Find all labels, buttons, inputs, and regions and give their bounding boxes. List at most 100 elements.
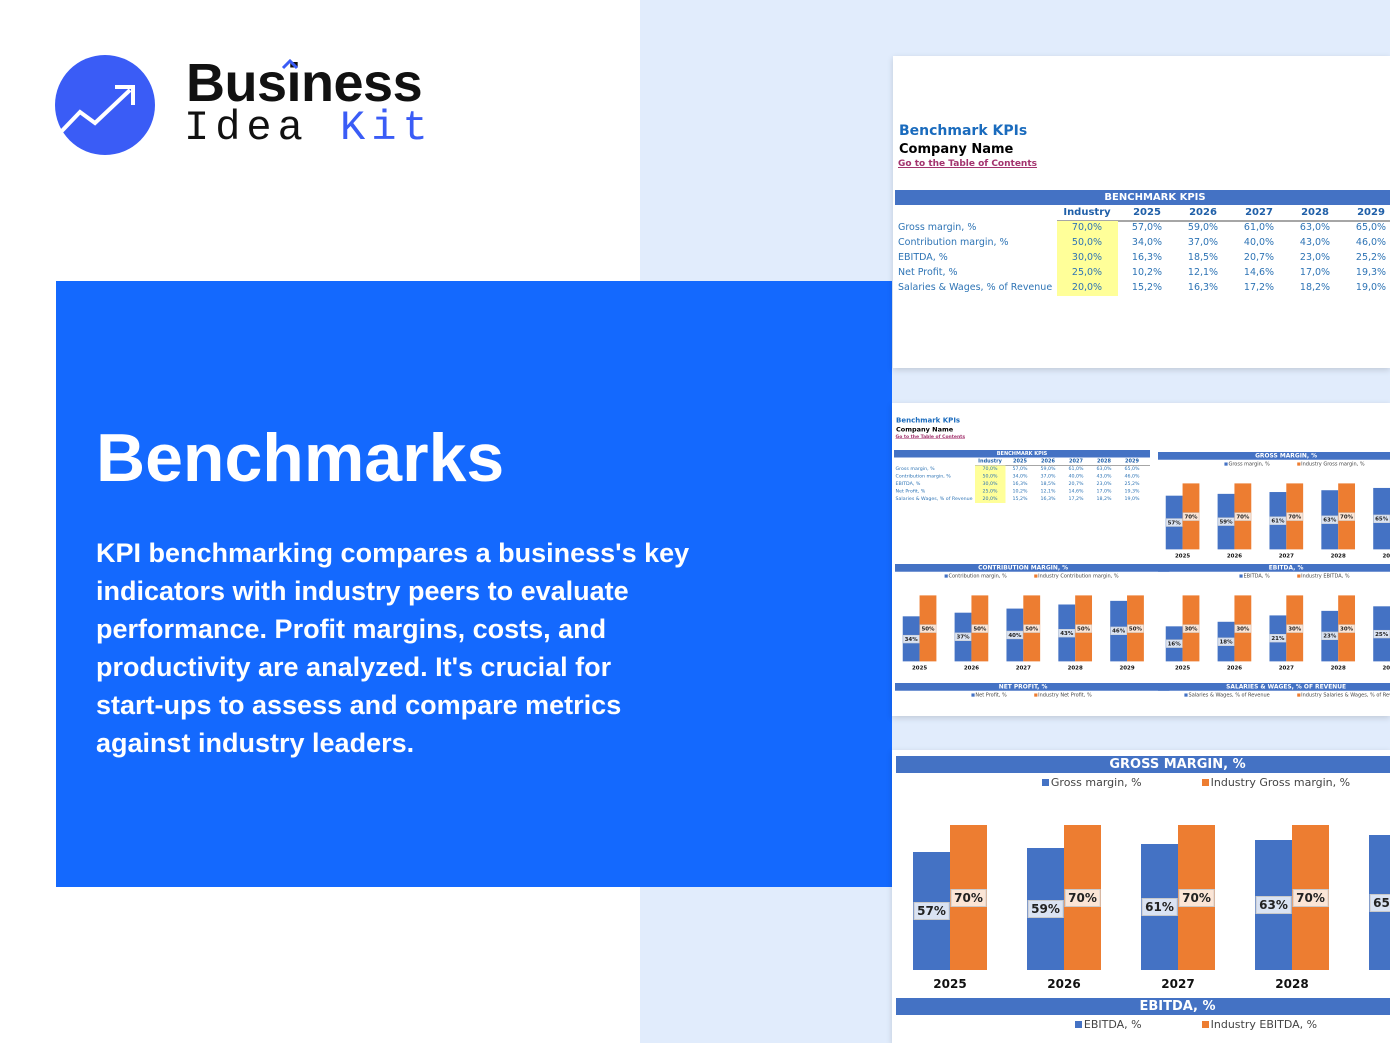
legend-label: Gross margin, %	[1228, 461, 1270, 468]
year-label: 2025	[933, 977, 967, 991]
table-cell: 18,5%	[1187, 252, 1219, 263]
data-label: 59%	[1217, 517, 1235, 526]
chart-title-bar: CONTRIBUTION MARGIN, %	[895, 564, 1170, 572]
table-cell: 46,0%	[1124, 473, 1140, 480]
data-label: 57%	[1165, 518, 1183, 527]
column-header: 2029	[1357, 207, 1385, 218]
chart-legend: Contribution margin, % Industry Contribut…	[895, 573, 1168, 579]
table-of-contents-link[interactable]: Go to the Table of Contents	[895, 434, 966, 440]
table-cell: 12,1%	[1040, 488, 1056, 495]
year-label: 2029	[1382, 552, 1390, 559]
legend-label: Industry Net Profit, %	[1038, 692, 1092, 699]
data-label: 21%	[1269, 634, 1287, 643]
legend-label: EBITDA, %	[1243, 573, 1270, 580]
legend-label: Contribution margin, %	[948, 573, 1007, 580]
hero-title: Benchmarks	[96, 420, 505, 496]
data-label: 23%	[1321, 631, 1339, 641]
table-cell: 19,0%	[1355, 282, 1387, 293]
legend-swatch-company	[944, 574, 948, 578]
year-label: 2025	[911, 664, 928, 671]
row-label: Net Profit, %	[895, 488, 926, 495]
year-label: 2026	[1226, 552, 1243, 559]
table-cell: 16,3%	[1040, 496, 1056, 502]
description-line: against industry leaders.	[96, 728, 415, 758]
legend-item: Industry Contribution margin, %	[1034, 573, 1119, 579]
company-name: Company Name	[899, 142, 1014, 157]
table-cell: 57,0%	[1012, 466, 1028, 472]
logo-word-business: Business	[186, 53, 423, 113]
legend-swatch-company	[1224, 462, 1228, 466]
legend-item: EBITDA, %	[1074, 1018, 1142, 1031]
table-cell: 17,2%	[1068, 496, 1084, 502]
column-header: 2026	[1041, 458, 1055, 465]
table-cell: 65,0%	[1355, 222, 1387, 233]
data-label: 63%	[1321, 515, 1339, 524]
legend-swatch-company	[1239, 574, 1243, 578]
column-header: 2025	[1133, 207, 1161, 218]
data-label: 50%	[919, 624, 937, 633]
legend-item: Industry Salaries & Wages, % of Revenue	[1297, 692, 1390, 698]
industry-highlight	[975, 488, 1006, 496]
table-cell: 40,0%	[1243, 237, 1275, 248]
data-label: 50%	[1023, 624, 1041, 633]
legend-label: Industry EBITDA, %	[1210, 1018, 1318, 1031]
year-label: 2027	[1278, 664, 1294, 671]
legend-item: Industry EBITDA, %	[1201, 1018, 1318, 1031]
industry-highlight	[975, 480, 1006, 488]
logo-caret-icon	[281, 58, 299, 70]
data-label: 50%	[971, 624, 989, 633]
table-cell: 10,2%	[1131, 267, 1163, 278]
table-cell: 59,0%	[1040, 466, 1056, 472]
legend-label: Industry Contribution margin, %	[1038, 573, 1119, 580]
column-header: Industry	[978, 458, 1002, 465]
table-cell: 70,0%	[982, 466, 998, 472]
row-label: EBITDA, %	[895, 481, 921, 487]
table-cell: 37,0%	[1040, 473, 1056, 480]
table-cell: 20,7%	[1243, 252, 1275, 263]
legend-label: Industry Gross margin, %	[1210, 776, 1351, 789]
legend-swatch-industry	[1297, 693, 1301, 697]
logo-word-idea-kit: Idea Kit	[184, 104, 434, 152]
year-label: 2025	[1174, 552, 1191, 559]
sheet-title: Benchmark KPIs	[896, 416, 961, 425]
table-cell: 46,0%	[1355, 237, 1387, 248]
row-label: Gross margin, %	[898, 222, 977, 233]
table-cell: 20,0%	[982, 496, 998, 502]
legend-item: Industry EBITDA, %	[1297, 573, 1350, 579]
data-label: 30%	[1234, 624, 1252, 633]
industry-highlight	[1057, 266, 1118, 281]
legend-item: Industry Gross margin, %	[1201, 776, 1351, 789]
data-label: 61%	[1269, 516, 1287, 525]
description-line: productivity are analyzed. It's crucial …	[96, 652, 612, 682]
year-label: 2028	[1330, 552, 1346, 559]
description-line: KPI benchmarking compares a business's k…	[96, 538, 690, 568]
header-underline	[975, 465, 1150, 466]
table-cell: 16,3%	[1187, 282, 1219, 293]
year-label: 2027	[1161, 977, 1195, 991]
data-label: 30%	[1286, 624, 1304, 633]
row-label: EBITDA, %	[898, 252, 948, 263]
legend-swatch-company	[1184, 693, 1188, 697]
data-label: 37%	[954, 632, 972, 642]
table-cell: 65,0%	[1124, 466, 1140, 472]
table-cell: 18,5%	[1040, 481, 1056, 487]
year-label: 2028	[1275, 977, 1309, 991]
chart-title-bar: NET PROFIT, %	[895, 683, 1170, 691]
description-line: performance. Profit margins, costs, and	[96, 614, 607, 644]
year-label: 2027	[1278, 552, 1294, 559]
table-header-bar: BENCHMARK KPIS	[894, 450, 1150, 458]
data-label: 59%	[1027, 899, 1064, 918]
legend-label: Salaries & Wages, % of Revenue	[1188, 692, 1270, 699]
table-cell: 50,0%	[982, 473, 998, 480]
table-cell: 30,0%	[1071, 252, 1103, 263]
year-label: 2027	[1015, 664, 1031, 671]
data-label: 30%	[1182, 624, 1200, 633]
data-label: 16%	[1165, 639, 1183, 648]
legend-label: EBITDA, %	[1083, 1018, 1142, 1031]
chart-legend: Net Profit, % Industry Net Profit, %	[895, 692, 1168, 698]
column-header: Industry	[1063, 207, 1111, 218]
table-of-contents-link[interactable]: Go to the Table of Contents	[898, 159, 1037, 169]
chart-legend: EBITDA, % Industry EBITDA, %	[896, 1018, 1390, 1031]
table-cell: 23,0%	[1299, 252, 1331, 263]
chart-title-bar: GROSS MARGIN, %	[1158, 452, 1390, 460]
